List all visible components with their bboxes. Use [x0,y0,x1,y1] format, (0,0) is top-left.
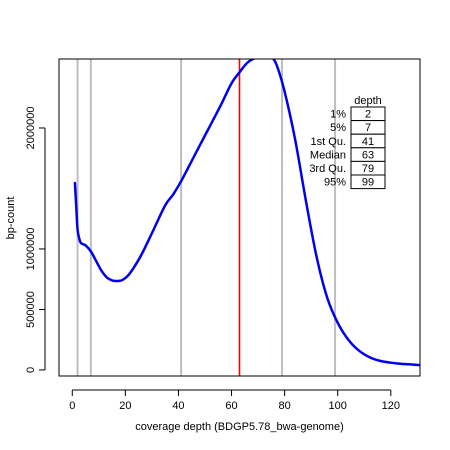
table-row-value-3: 63 [362,149,374,161]
x-axis: 0 20 40 60 80 100 120 [69,389,400,412]
table-row-label-5: 95% [324,177,346,189]
table-row-label-1: 5% [330,122,346,134]
x-tick-label-1: 20 [119,400,131,412]
y-axis-label: bp-count [5,197,17,240]
y-axis: 0 500000 1000000 2000000 [25,107,46,373]
x-tick-label-5: 100 [329,400,347,412]
table-row-value-2: 41 [362,136,374,148]
table-row-label-2: 1st Qu. [311,136,346,148]
series-group [73,59,420,367]
table-row-label-0: 1% [330,109,346,121]
quantile-table: depth 1% 2 5% 7 1st Qu. 41 Median 63 3rd Qu. 79 95%… [309,95,386,190]
x-tick-label-4: 80 [279,400,291,412]
table-header: depth [354,95,382,107]
x-tick-label-2: 40 [172,400,184,412]
x-tick-label-6: 120 [382,400,400,412]
y-tick-label-3: 2000000 [25,107,37,150]
series-line-0 [73,59,420,367]
table-row-label-4: 3rd Qu. [309,163,346,175]
table-row-value-0: 2 [365,109,371,121]
x-axis-label: coverage depth (BDGP5.78_bwa-genome) [135,421,344,433]
plot-frame [58,58,421,377]
x-tick-label-3: 60 [225,400,237,412]
table-row-label-3: Median [310,149,346,161]
table-row-value-1: 7 [365,122,371,134]
quantile-lines [76,59,337,376]
table-cell-5 [350,174,386,190]
x-tick-label-0: 0 [69,400,75,412]
table-row-value-5: 99 [362,177,374,189]
y-tick-label-0: 0 [25,367,37,373]
table-row-value-4: 79 [362,163,374,175]
y-tick-label-1: 500000 [25,291,37,328]
y-tick-label-2: 1000000 [25,228,37,271]
